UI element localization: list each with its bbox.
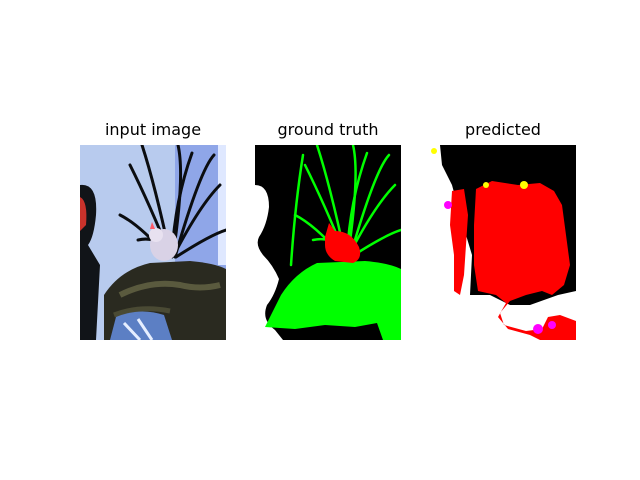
title-input-image: input image (80, 118, 226, 142)
input-image (80, 145, 226, 340)
input-image-panel (80, 145, 226, 340)
ground-truth-panel (255, 145, 401, 340)
title-predicted: predicted (430, 118, 576, 142)
title-ground-truth: ground truth (255, 118, 401, 142)
ground-truth-mask (255, 145, 401, 340)
predicted-mask (430, 145, 576, 340)
predicted-panel (430, 145, 576, 340)
